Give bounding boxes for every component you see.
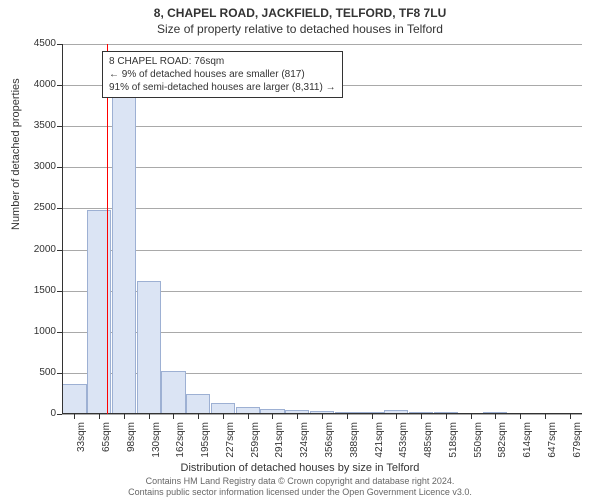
bar [62,384,86,414]
y-tick-label: 1500 [16,285,56,296]
y-tick-label: 1000 [16,326,56,337]
x-tick [570,414,571,419]
y-tick-label: 4500 [16,38,56,49]
x-tick [149,414,150,419]
x-tick [421,414,422,419]
y-tick [57,414,62,415]
gridline [62,167,582,168]
y-axis-line [62,44,63,414]
x-tick-label: 33sqm [76,422,87,462]
x-tick-label: 324sqm [299,422,310,462]
bar [112,88,136,414]
x-tick [99,414,100,419]
y-tick-label: 0 [16,408,56,419]
gridline [62,126,582,127]
x-tick-label: 518sqm [448,422,459,462]
x-tick-label: 647sqm [547,422,558,462]
marker-line [107,44,108,414]
x-tick [495,414,496,419]
chart-title-sub: Size of property relative to detached ho… [0,20,600,40]
x-tick [372,414,373,419]
x-tick-label: 291sqm [274,422,285,462]
x-tick [173,414,174,419]
x-axis-label: Distribution of detached houses by size … [0,462,600,474]
y-tick-label: 3000 [16,161,56,172]
x-tick [545,414,546,419]
y-tick-label: 4000 [16,79,56,90]
annotation-box: 8 CHAPEL ROAD: 76sqm ← 9% of detached ho… [102,51,343,98]
x-tick [446,414,447,419]
x-tick [297,414,298,419]
footer-line1: Contains HM Land Registry data © Crown c… [0,476,600,487]
x-tick [471,414,472,419]
x-tick-label: 259sqm [250,422,261,462]
x-tick-label: 421sqm [374,422,385,462]
y-tick-label: 2500 [16,202,56,213]
footer-line2: Contains public sector information licen… [0,487,600,498]
annotation-line1: 8 CHAPEL ROAD: 76sqm [109,55,336,68]
gridline [62,250,582,251]
bar [161,371,185,414]
x-tick-label: 356sqm [324,422,335,462]
x-tick [124,414,125,419]
x-tick-label: 227sqm [225,422,236,462]
x-tick [248,414,249,419]
y-tick-label: 2000 [16,244,56,255]
y-tick-label: 3500 [16,120,56,131]
x-tick-label: 453sqm [398,422,409,462]
bar [186,394,210,414]
plot-inner: 05001000150020002500300035004000450033sq… [62,44,582,414]
footer-attribution: Contains HM Land Registry data © Crown c… [0,476,600,498]
bar [137,281,161,414]
x-tick [396,414,397,419]
gridline [62,44,582,45]
x-tick [198,414,199,419]
x-tick-label: 195sqm [200,422,211,462]
x-tick-label: 485sqm [423,422,434,462]
x-tick [223,414,224,419]
x-tick-label: 614sqm [522,422,533,462]
x-tick-label: 162sqm [175,422,186,462]
x-tick [272,414,273,419]
x-tick [347,414,348,419]
chart-title-main: 8, CHAPEL ROAD, JACKFIELD, TELFORD, TF8 … [0,0,600,20]
x-tick-label: 388sqm [349,422,360,462]
x-tick-label: 65sqm [101,422,112,462]
x-tick [322,414,323,419]
x-tick-label: 550sqm [473,422,484,462]
x-tick [520,414,521,419]
x-tick-label: 130sqm [151,422,162,462]
x-tick-label: 582sqm [497,422,508,462]
x-tick [74,414,75,419]
gridline [62,208,582,209]
x-tick-label: 679sqm [572,422,583,462]
y-tick-label: 500 [16,367,56,378]
x-tick-label: 98sqm [126,422,137,462]
annotation-line3: 91% of semi-detached houses are larger (… [109,81,336,94]
annotation-line2: ← 9% of detached houses are smaller (817… [109,68,336,81]
x-axis-line [62,413,582,414]
chart-plot-area: 05001000150020002500300035004000450033sq… [62,44,582,414]
